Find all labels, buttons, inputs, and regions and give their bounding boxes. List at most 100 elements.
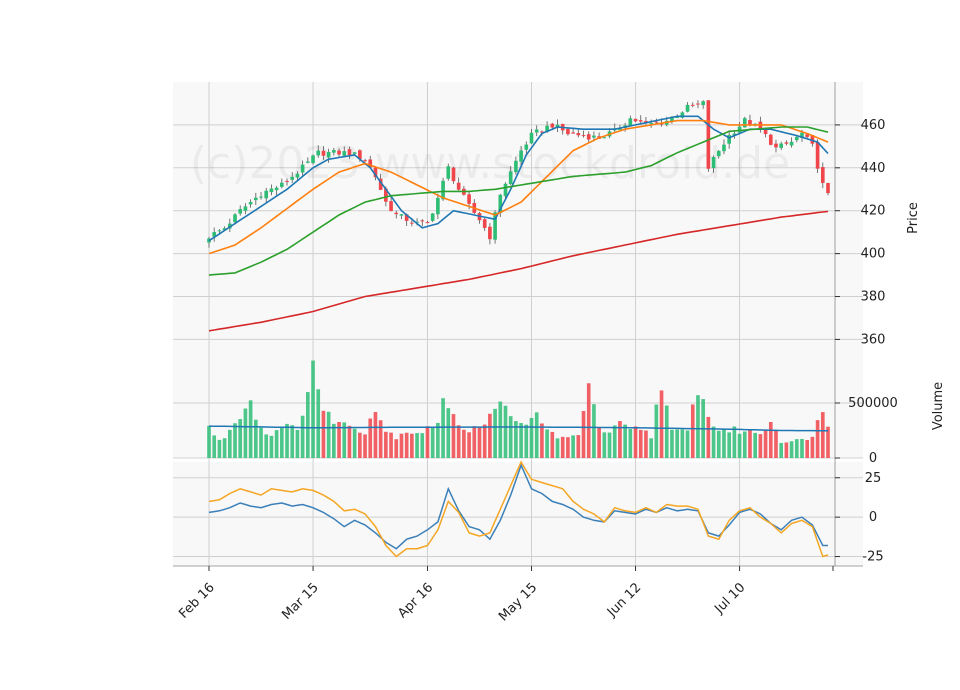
candle-body bbox=[659, 123, 664, 125]
volume-bar bbox=[514, 421, 518, 458]
volume-average-line bbox=[208, 425, 828, 432]
volume-bar bbox=[768, 421, 773, 458]
candle-body bbox=[571, 132, 575, 134]
candle-body bbox=[794, 136, 799, 141]
volume-bar bbox=[623, 424, 627, 458]
volume-bar bbox=[207, 425, 211, 458]
candle-body bbox=[716, 150, 721, 157]
candle-body bbox=[358, 150, 362, 160]
candle-body bbox=[352, 152, 357, 154]
volume-tick-label: 500000 bbox=[848, 396, 898, 411]
volume-bar bbox=[550, 431, 555, 458]
volume-bar bbox=[352, 428, 357, 458]
volume-bar bbox=[711, 426, 716, 458]
price-tick-label: 380 bbox=[861, 290, 886, 305]
volume-bar bbox=[274, 430, 279, 458]
volume-bar bbox=[753, 432, 757, 458]
volume-bar bbox=[404, 432, 409, 458]
volume-bar bbox=[503, 405, 508, 458]
candle-body bbox=[711, 157, 716, 169]
volume-bar bbox=[555, 438, 560, 458]
candle-body bbox=[378, 178, 383, 190]
candle-body bbox=[514, 160, 518, 173]
candle-body bbox=[701, 101, 705, 106]
candle-body bbox=[217, 230, 222, 232]
volume-bar bbox=[774, 430, 778, 458]
candle-body bbox=[280, 182, 284, 187]
volume-bar bbox=[706, 416, 711, 458]
price-tick-label: 440 bbox=[861, 161, 886, 176]
oscillator-tick-label: 0 bbox=[869, 510, 877, 525]
candle-body bbox=[222, 228, 227, 231]
candle-body bbox=[774, 143, 778, 148]
volume-bar bbox=[212, 435, 217, 458]
volume-bar bbox=[592, 404, 596, 458]
volume-bar bbox=[540, 423, 544, 458]
volume-bar bbox=[482, 424, 487, 458]
volume-bar bbox=[737, 433, 742, 458]
volume-bar bbox=[659, 390, 664, 458]
price-tick-label: 360 bbox=[861, 332, 886, 347]
x-tick-label: Jun 12 bbox=[604, 580, 644, 620]
candle-body bbox=[820, 167, 825, 183]
volume-bar bbox=[519, 423, 523, 458]
candle-body bbox=[493, 212, 497, 240]
candle-body bbox=[332, 150, 336, 153]
volume-bar bbox=[399, 433, 404, 458]
volume-bar bbox=[690, 404, 695, 458]
candle-body bbox=[467, 194, 471, 204]
volume-bar bbox=[467, 432, 471, 458]
volume-bar bbox=[410, 433, 414, 458]
candle-body bbox=[800, 132, 804, 138]
volume-bar bbox=[326, 411, 331, 458]
candle-body bbox=[264, 190, 269, 199]
volume-bar bbox=[742, 431, 747, 458]
price-tick-label: 400 bbox=[861, 247, 886, 262]
candle-body bbox=[347, 149, 352, 156]
volume-bar bbox=[654, 404, 659, 458]
volume-bar bbox=[425, 426, 430, 458]
candle-body bbox=[732, 133, 737, 136]
volume-bar bbox=[238, 419, 243, 458]
candle-body bbox=[368, 159, 373, 168]
candle-body bbox=[768, 134, 773, 145]
candle-body bbox=[253, 197, 258, 201]
candle-body bbox=[415, 221, 419, 223]
candle-body bbox=[295, 173, 300, 178]
candle-body bbox=[300, 164, 305, 173]
volume-bar bbox=[748, 429, 752, 458]
volume-bar bbox=[285, 423, 289, 458]
ma-line-ma_slow bbox=[208, 126, 829, 276]
volume-bar bbox=[815, 420, 820, 458]
volume-bar bbox=[696, 395, 700, 458]
candle-body bbox=[815, 142, 820, 169]
volume-bar bbox=[763, 429, 768, 458]
volume-bar bbox=[602, 432, 607, 458]
candle-body bbox=[529, 132, 534, 144]
candle-body bbox=[566, 128, 570, 135]
candle-body bbox=[451, 167, 456, 182]
candle-body bbox=[737, 126, 742, 133]
candle-body bbox=[342, 151, 347, 156]
candle-body bbox=[748, 120, 752, 126]
candle-body bbox=[248, 201, 253, 205]
volume-bar bbox=[529, 417, 534, 458]
volume-bar bbox=[384, 431, 388, 458]
volume-bar bbox=[732, 426, 737, 458]
volume-bar bbox=[638, 429, 643, 458]
volume-bar bbox=[670, 429, 674, 458]
volume-bar bbox=[805, 440, 810, 458]
volume-bar bbox=[628, 429, 633, 458]
volume-bar bbox=[524, 424, 529, 458]
candle-body bbox=[545, 125, 549, 132]
candle-body bbox=[446, 166, 451, 179]
volume-bar bbox=[508, 416, 513, 458]
ma-line-ma_long bbox=[208, 210, 829, 332]
candle-body bbox=[675, 116, 679, 119]
candle-body bbox=[638, 120, 643, 122]
volume-bar bbox=[243, 408, 248, 458]
candle-body bbox=[654, 121, 659, 123]
candle-body bbox=[576, 133, 581, 136]
volume-bar bbox=[332, 423, 336, 458]
